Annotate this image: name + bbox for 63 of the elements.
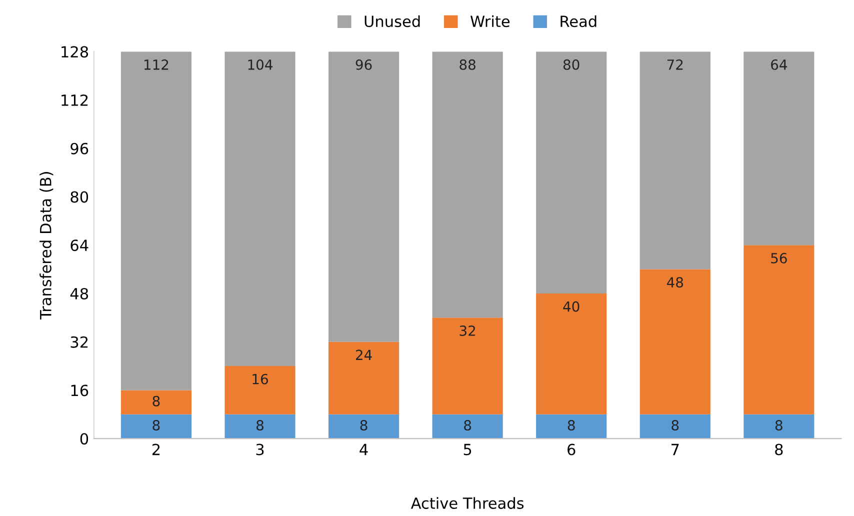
x-tick-label: 5	[464, 444, 472, 456]
bar	[536, 414, 607, 439]
y-tick-label: 16	[71, 384, 88, 396]
data-label: 16	[252, 374, 268, 384]
bar	[744, 414, 814, 439]
bar	[328, 52, 400, 342]
bar	[120, 52, 192, 390]
y-tick-label: 112	[62, 94, 88, 106]
x-tick-label: 8	[775, 444, 783, 456]
bar	[744, 52, 814, 246]
y-tick-label: 80	[70, 191, 88, 203]
legend-label: Read	[560, 15, 596, 28]
x-tick-label: 3	[256, 444, 264, 456]
bar	[640, 414, 710, 439]
x-tick-label: 4	[360, 444, 368, 456]
y-tick-label: 128	[62, 46, 88, 58]
legend-label: Write	[470, 15, 510, 28]
bar	[328, 342, 400, 414]
x-tick-label: 6	[568, 444, 576, 456]
bar	[328, 414, 400, 439]
data-label: 8	[152, 420, 160, 431]
data-label: 8	[568, 420, 575, 431]
data-label: 96	[356, 59, 372, 70]
x-tick-label: 2	[152, 444, 160, 456]
x-axis-title: Active Threads	[410, 497, 524, 509]
bar	[536, 293, 607, 414]
data-label: 88	[460, 59, 476, 70]
bar	[120, 414, 192, 439]
y-tick-label: 32	[70, 336, 88, 348]
y-tick-label: 96	[70, 142, 88, 154]
bar	[120, 390, 192, 414]
data-label: 24	[356, 350, 372, 360]
y-tick-label: 0	[80, 433, 88, 445]
data-label: 104	[248, 59, 272, 70]
data-label: 64	[771, 59, 787, 70]
y-axis-title: Transfered Data (B)	[40, 172, 54, 320]
bar	[224, 52, 296, 366]
y-tick-label: 48	[70, 288, 88, 300]
bar	[432, 52, 503, 318]
data-label: 32	[460, 325, 476, 336]
bar	[224, 414, 296, 439]
data-label: 56	[771, 252, 787, 264]
x-tick-label: 7	[672, 444, 679, 456]
data-label: 8	[152, 396, 160, 406]
bar	[640, 52, 710, 270]
bar	[640, 269, 710, 414]
data-label: 80	[563, 59, 580, 70]
data-label: 8	[360, 420, 368, 431]
legend-label: Unused	[364, 15, 420, 28]
bar	[744, 245, 814, 414]
bar	[536, 52, 607, 294]
data-label: 8	[775, 420, 782, 431]
bar	[224, 366, 296, 414]
data-label: 48	[666, 277, 684, 288]
data-label: 40	[563, 301, 580, 312]
data-label: 8	[672, 420, 679, 431]
bar	[432, 414, 503, 439]
data-label: 8	[464, 420, 472, 431]
data-label: 112	[144, 59, 168, 70]
data-label: 72	[667, 59, 683, 70]
bar	[432, 318, 503, 414]
data-label: 8	[256, 420, 264, 431]
y-tick-label: 64	[70, 240, 88, 252]
